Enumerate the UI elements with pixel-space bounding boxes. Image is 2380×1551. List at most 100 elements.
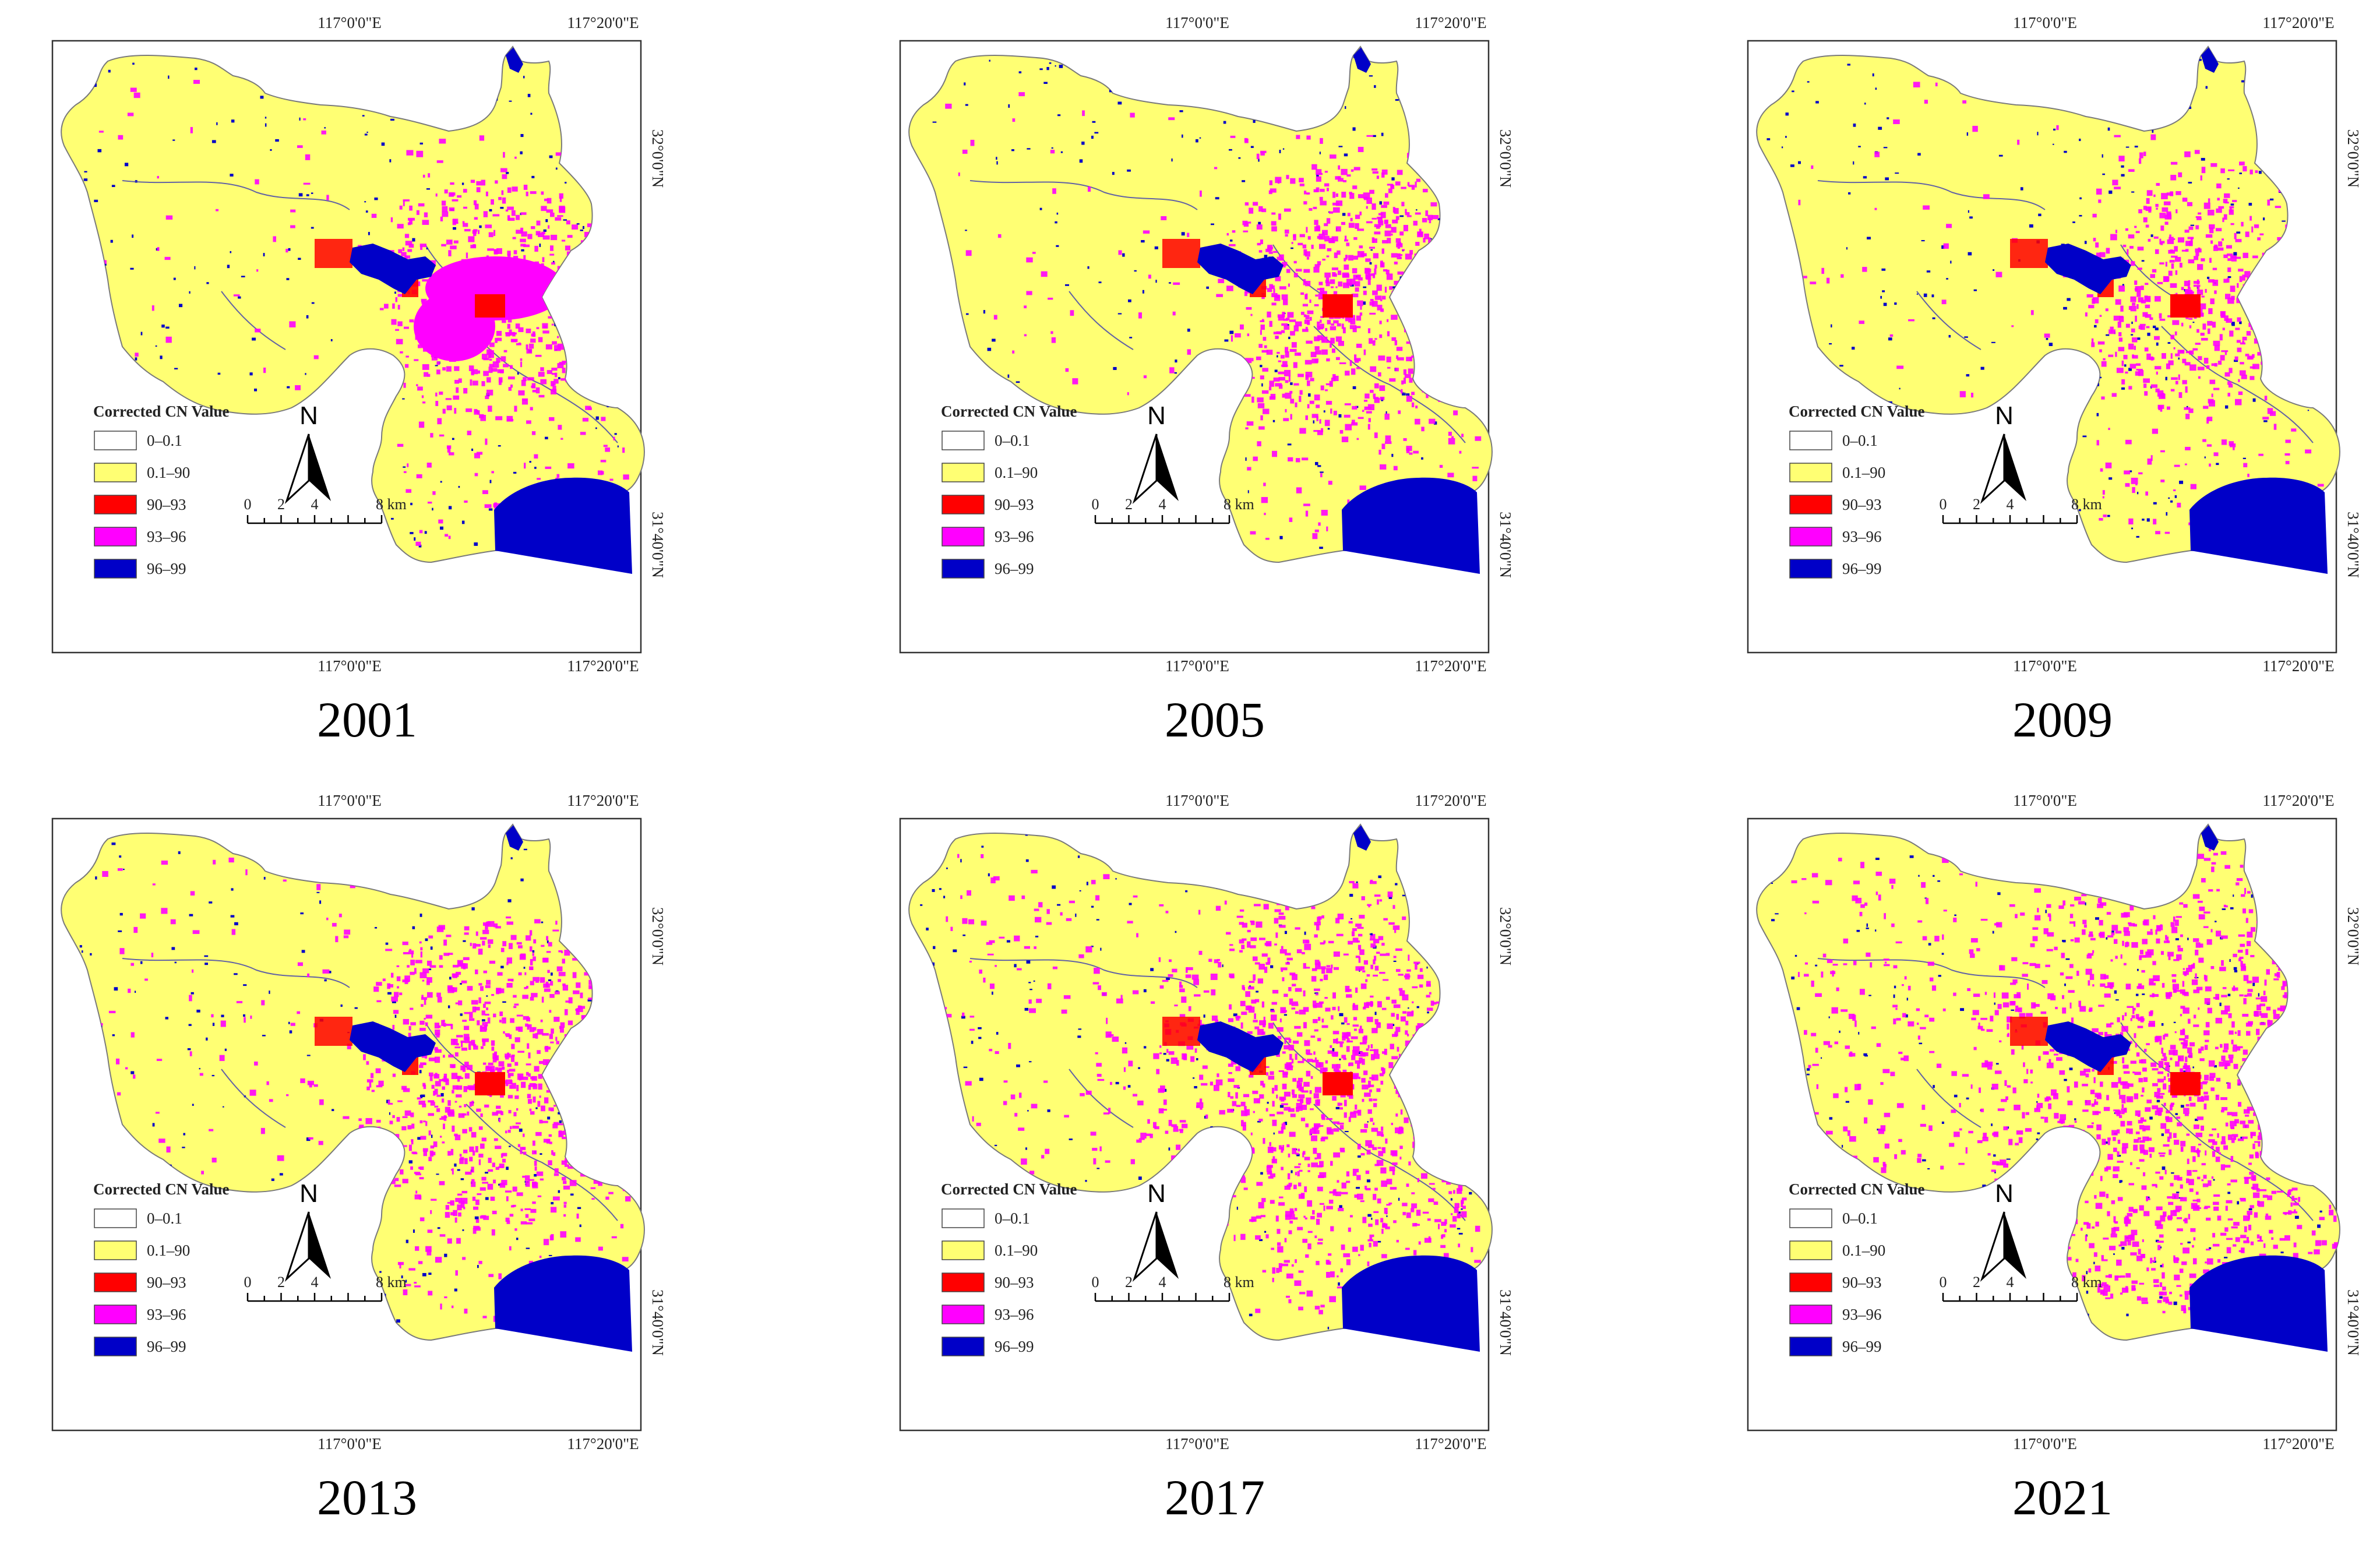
scale-bar: 0 2 4 8 km — [1940, 496, 2102, 524]
map-svg: 117°0'0"E 117°20'0"E 117°0'0"E 117°20'0"E 32… — [1747, 14, 2362, 675]
north-arrow-icon: N — [284, 1179, 331, 1282]
top-longitude-label: 117°0'0"E — [2013, 14, 2077, 31]
legend-swatch — [1789, 495, 1832, 514]
scale-bar-label: 2 — [1125, 496, 1133, 513]
bottom-longitude-label: 117°20'0"E — [2262, 1435, 2334, 1453]
land-cover-layer — [70, 824, 634, 1332]
year-caption: 2017 — [1165, 1469, 1265, 1525]
map-panel-2021: 117°0'0"E 117°20'0"E 117°0'0"E 117°20'0"E 32… — [1742, 778, 2380, 1547]
scale-bar-label: 2 — [277, 1274, 285, 1291]
map-svg: 117°0'0"E 117°20'0"E 117°0'0"E 117°20'0"E 32… — [51, 792, 667, 1453]
year-caption: 2009 — [2012, 692, 2113, 748]
scale-bar: 0 2 4 8 km — [1092, 1274, 1254, 1302]
legend-swatch — [94, 1240, 137, 1260]
legend-label: 0–0.1 — [147, 1210, 182, 1227]
scale-bar-label: 2 — [277, 496, 285, 513]
scale-bar-label: 8 km — [1224, 1274, 1254, 1291]
scale-bar: 0 2 4 8 km — [244, 1274, 407, 1302]
legend-label: 96–99 — [995, 1338, 1034, 1355]
map-panel-2001: 117°0'0"E 117°20'0"E 117°0'0"E 117°20'0"E 32… — [47, 0, 687, 769]
year-caption: 2013 — [317, 1469, 417, 1525]
legend-label: 90–93 — [147, 496, 186, 513]
top-longitude-label: 117°20'0"E — [567, 792, 639, 809]
north-arrow-label: N — [1147, 1179, 1166, 1208]
lake — [1342, 477, 1480, 574]
legend-label: 96–99 — [1842, 560, 1882, 577]
legend-label: 96–99 — [147, 560, 186, 577]
north-arrow-icon: N — [1980, 1179, 2026, 1282]
legend-title: Corrected CN Value — [941, 1180, 1077, 1198]
right-latitude-label: 32°0'0"N — [1497, 907, 1514, 965]
right-latitude-label: 31°40'0"N — [2344, 512, 2362, 578]
bottom-longitude-label: 117°0'0"E — [2013, 657, 2077, 675]
legend: Corrected CN Value 0–0.1 0.1–90 90–93 93–96 9… — [1789, 403, 1924, 579]
legend-label: 93–96 — [147, 528, 186, 545]
legend-title: Corrected CN Value — [941, 403, 1077, 420]
top-longitude-label: 117°20'0"E — [1415, 792, 1486, 809]
map-panel-2005: 117°0'0"E 117°20'0"E 117°0'0"E 117°20'0"E 32… — [894, 0, 1535, 769]
legend: Corrected CN Value 0–0.1 0.1–90 90–93 93–96 9… — [941, 403, 1077, 579]
legend: Corrected CN Value 0–0.1 0.1–90 90–93 93–96 9… — [941, 1180, 1077, 1356]
scale-bar-label: 2 — [1973, 496, 1980, 513]
bottom-longitude-label: 117°0'0"E — [2013, 1435, 2077, 1453]
legend-swatch — [942, 495, 985, 514]
year-caption: 2021 — [2012, 1469, 2113, 1525]
right-latitude-label: 31°40'0"N — [1497, 512, 1514, 578]
north-arrow-icon: N — [284, 401, 331, 505]
land-cover-layer — [918, 824, 1492, 1331]
bottom-longitude-label: 117°20'0"E — [2262, 657, 2334, 675]
scale-bar-label: 8 km — [1224, 496, 1254, 513]
map-panel-2009: 117°0'0"E 117°20'0"E 117°0'0"E 117°20'0"E 32… — [1742, 0, 2380, 769]
scale-bar-label: 8 km — [2071, 496, 2102, 513]
legend-swatch — [94, 1337, 137, 1356]
top-longitude-label: 117°0'0"E — [1165, 792, 1229, 809]
legend-swatch — [942, 1272, 985, 1292]
bottom-longitude-label: 117°0'0"E — [1165, 657, 1229, 675]
legend-label: 0.1–90 — [1842, 1242, 1885, 1259]
legend-title: Corrected CN Value — [1789, 403, 1924, 420]
legend-label: 93–96 — [147, 1306, 186, 1323]
map-svg: 117°0'0"E 117°20'0"E 117°0'0"E 117°20'0"E 32… — [899, 14, 1514, 675]
top-longitude-label: 117°20'0"E — [2262, 14, 2334, 31]
scale-bar-label: 0 — [244, 496, 252, 513]
right-latitude-label: 31°40'0"N — [1497, 1289, 1514, 1356]
legend-swatch — [1789, 431, 1832, 450]
legend-swatch — [1789, 1337, 1832, 1356]
top-longitude-label: 117°0'0"E — [318, 14, 382, 31]
right-latitude-label: 32°0'0"N — [2344, 907, 2362, 965]
legend-label: 0.1–90 — [995, 1242, 1038, 1259]
scale-bar-label: 0 — [1940, 496, 1947, 513]
bottom-longitude-label: 117°0'0"E — [318, 657, 382, 675]
legend-swatch — [1789, 1208, 1832, 1228]
legend-label: 0.1–90 — [995, 464, 1038, 481]
legend-label: 90–93 — [1842, 1274, 1882, 1291]
legend-swatch — [1789, 1272, 1832, 1292]
scale-bar-label: 4 — [311, 496, 319, 513]
legend-swatch — [1789, 463, 1832, 482]
legend-swatch — [1789, 559, 1832, 579]
right-latitude-label: 31°40'0"N — [649, 1289, 667, 1356]
legend-label: 0–0.1 — [147, 432, 182, 449]
legend: Corrected CN Value 0–0.1 0.1–90 90–93 93–96 9… — [93, 1180, 229, 1356]
scale-bar-label: 4 — [1159, 496, 1166, 513]
north-arrow-label: N — [299, 1179, 318, 1208]
lake — [2189, 477, 2328, 574]
legend-swatch — [942, 463, 985, 482]
scale-bar-label: 4 — [2007, 496, 2014, 513]
legend-swatch — [94, 1305, 137, 1324]
legend-label: 93–96 — [995, 1306, 1034, 1323]
right-latitude-label: 31°40'0"N — [2344, 1289, 2362, 1356]
legend-label: 96–99 — [995, 560, 1034, 577]
north-arrow-label: N — [1995, 1179, 2014, 1208]
top-longitude-label: 117°20'0"E — [2262, 792, 2334, 809]
scale-bar-label: 8 km — [2071, 1274, 2102, 1291]
lake — [1342, 1255, 1480, 1352]
legend-swatch — [942, 1240, 985, 1260]
legend-label: 93–96 — [1842, 1306, 1882, 1323]
bottom-longitude-label: 117°20'0"E — [567, 1435, 639, 1453]
reservoir — [2045, 1021, 2131, 1072]
lake — [2189, 1255, 2328, 1352]
legend-swatch — [1789, 1305, 1832, 1324]
top-longitude-label: 117°0'0"E — [318, 792, 382, 809]
